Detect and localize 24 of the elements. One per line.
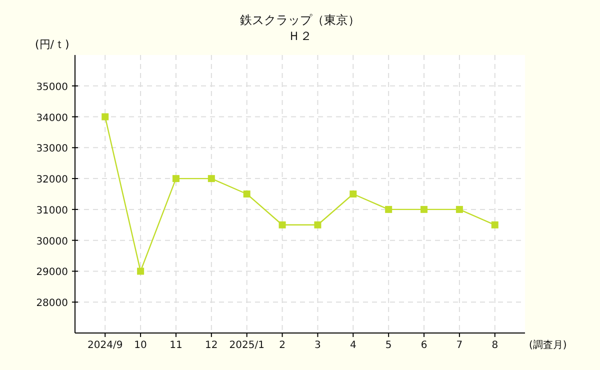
ytick: 30000 [36, 236, 68, 248]
xtick: 12 [205, 340, 218, 351]
ytick: 29000 [36, 267, 68, 278]
ytick: 35000 [36, 82, 68, 93]
ytick: 32000 [36, 174, 68, 186]
xtick: 10 [134, 340, 147, 351]
xtick: 3 [314, 340, 321, 351]
xtick: 11 [170, 340, 182, 351]
xlabel: (調査月) [529, 340, 567, 351]
xtick: 2 [279, 340, 286, 351]
ylabel: (円/ｔ) [35, 38, 70, 51]
xtick: 6 [420, 340, 428, 351]
ytick: 34000 [36, 112, 68, 124]
xtick: 8 [492, 340, 498, 351]
ytick: 28000 [36, 298, 68, 310]
title: 鉄スクラップ（東京） [240, 13, 360, 27]
xtick: 2024/9 [88, 340, 123, 351]
xtick: 4 [350, 340, 356, 351]
ytick: 33000 [36, 144, 68, 155]
xtick: 5 [385, 340, 392, 351]
ytick: 31000 [36, 205, 68, 216]
xtick: 2025/1 [229, 340, 264, 351]
subtitle: Ｈ２ [288, 29, 312, 43]
xtick: 7 [456, 340, 463, 351]
